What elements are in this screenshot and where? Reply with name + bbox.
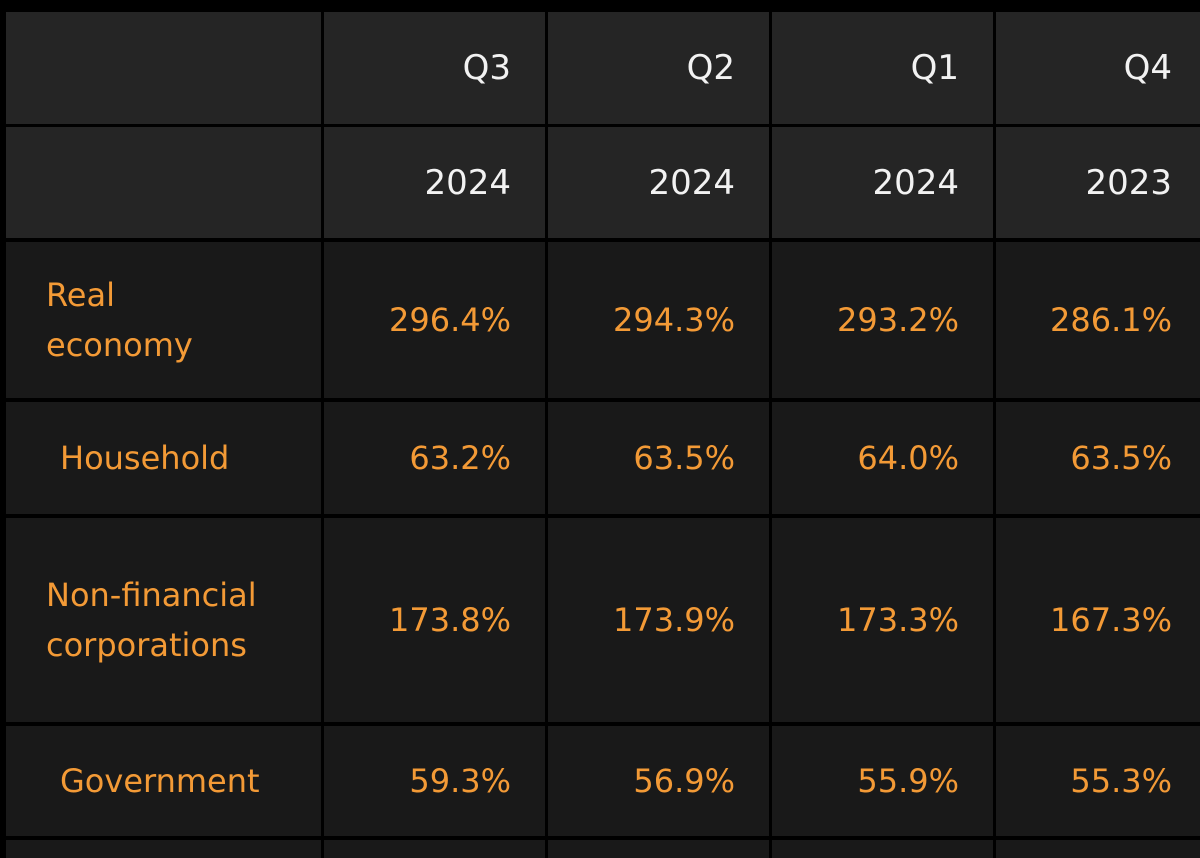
table-cell-value: 59.3% <box>324 726 545 836</box>
row-label-text: Real economy <box>46 276 193 364</box>
column-year-header: 2023 <box>996 127 1200 238</box>
corner-cell <box>6 127 321 238</box>
column-quarter-header: Q4 <box>996 12 1200 124</box>
table-row-partial <box>996 840 1200 858</box>
column-year-header: 2024 <box>548 127 769 238</box>
table-cell-value: 286.1% <box>996 242 1200 398</box>
table-cell-value: 173.9% <box>548 518 769 722</box>
column-quarter-header: Q2 <box>548 12 769 124</box>
table-row-partial <box>772 840 993 858</box>
table-cell-value: 293.2% <box>772 242 993 398</box>
row-label-text: Government <box>60 762 260 800</box>
column-quarter-header: Q1 <box>772 12 993 124</box>
row-label-non-financial-corporations: Non-financial corporations <box>6 518 321 722</box>
table-cell-value: 173.3% <box>772 518 993 722</box>
column-year-header: 2024 <box>324 127 545 238</box>
column-quarter-header: Q3 <box>324 12 545 124</box>
row-label-household: Household <box>6 402 321 514</box>
corner-cell <box>6 12 321 124</box>
table-cell-value: 64.0% <box>772 402 993 514</box>
table-cell-value: 294.3% <box>548 242 769 398</box>
table-cell-value: 173.8% <box>324 518 545 722</box>
column-year-header: 2024 <box>772 127 993 238</box>
table-cell-value: 167.3% <box>996 518 1200 722</box>
table-cell-value: 296.4% <box>324 242 545 398</box>
table-row-partial <box>6 840 321 858</box>
table-cell-value: 55.9% <box>772 726 993 836</box>
row-label-text: Household <box>60 439 230 477</box>
table-cell-value: 63.5% <box>996 402 1200 514</box>
row-label-real-economy: Real economy <box>6 242 321 398</box>
table-cell-value: 63.5% <box>548 402 769 514</box>
table-cell-value: 63.2% <box>324 402 545 514</box>
table-row-partial <box>324 840 545 858</box>
table-cell-value: 55.3% <box>996 726 1200 836</box>
table-cell-value: 56.9% <box>548 726 769 836</box>
table-row-partial <box>548 840 769 858</box>
row-label-text: Non-financial corporations <box>46 576 257 664</box>
row-label-government: Government <box>6 726 321 836</box>
